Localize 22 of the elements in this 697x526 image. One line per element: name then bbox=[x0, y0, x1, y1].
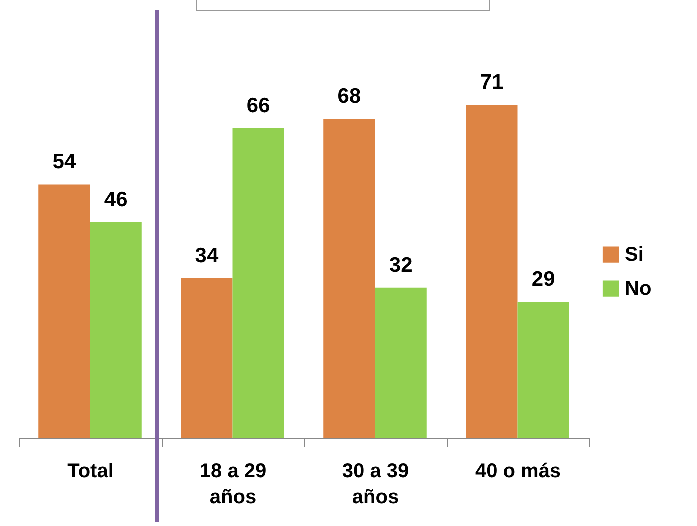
data-label: 34 bbox=[195, 244, 219, 268]
data-label: 71 bbox=[480, 71, 504, 94]
x-tick-label: 30 a 39 años bbox=[342, 460, 410, 508]
data-label: 68 bbox=[338, 85, 362, 108]
bar bbox=[375, 288, 427, 438]
data-label: 54 bbox=[52, 150, 76, 174]
data-label: 46 bbox=[104, 188, 128, 212]
legend-label: Si bbox=[625, 244, 644, 266]
bar bbox=[232, 128, 284, 438]
data-label: 32 bbox=[389, 254, 413, 277]
bar bbox=[324, 119, 376, 438]
legend-label: No bbox=[625, 278, 652, 300]
bar bbox=[90, 222, 142, 438]
bar bbox=[38, 184, 90, 438]
x-tick-label: 18 a 29 años bbox=[200, 460, 267, 508]
bar bbox=[518, 302, 570, 438]
x-tick-label: 40 o más bbox=[475, 460, 562, 482]
data-label: 66 bbox=[246, 94, 270, 118]
data-label: 29 bbox=[532, 268, 556, 291]
bar bbox=[181, 278, 233, 438]
bar bbox=[466, 105, 518, 438]
x-tick-label: Total bbox=[68, 460, 114, 482]
